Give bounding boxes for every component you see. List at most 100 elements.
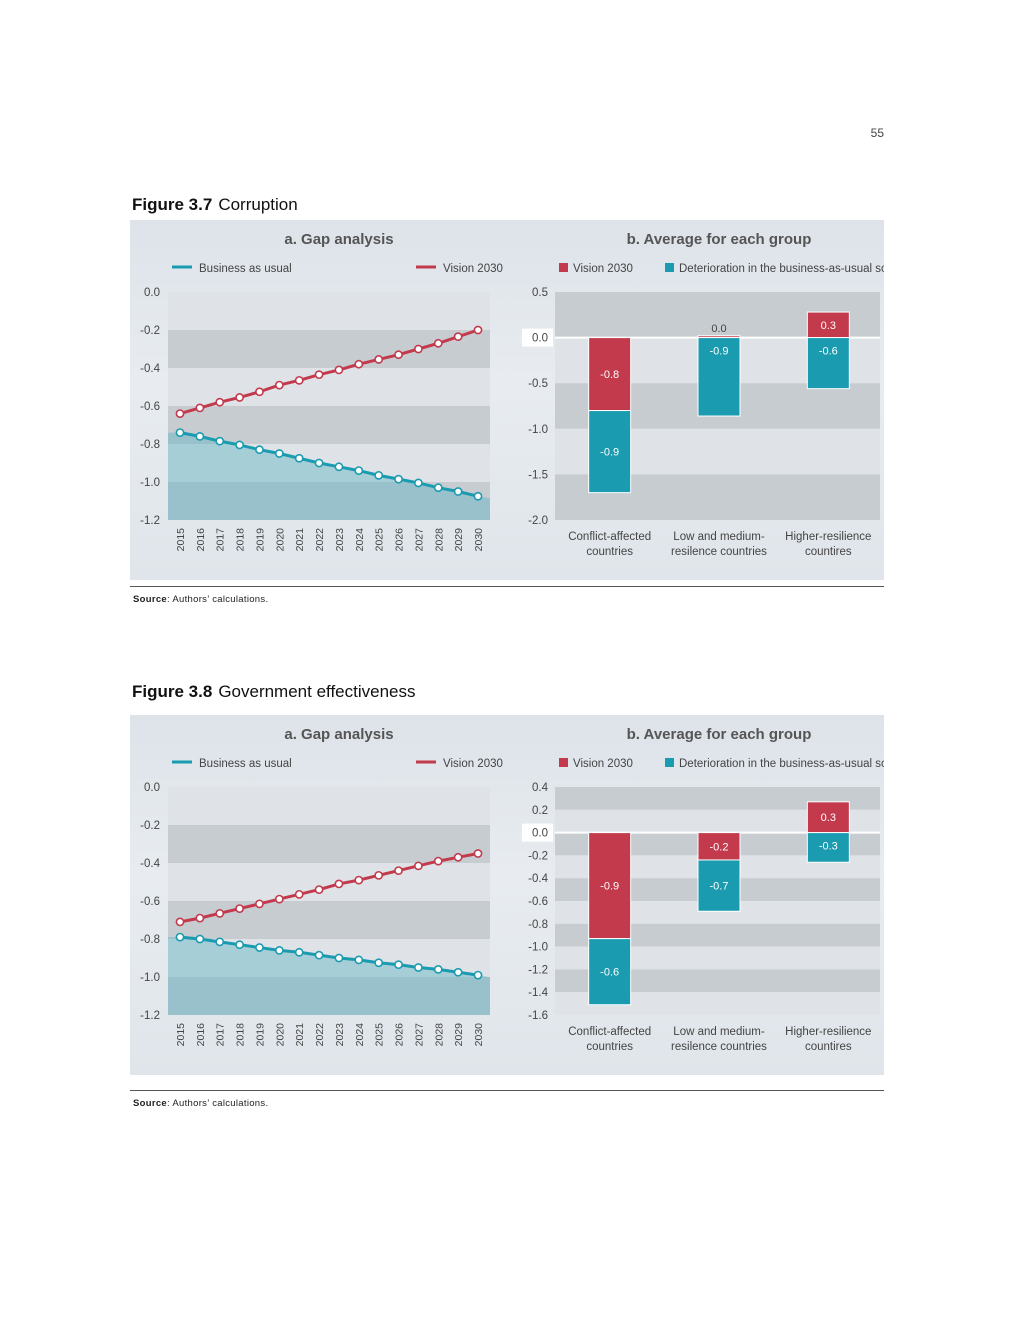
- vision-2030-point: [274, 894, 284, 904]
- y-tick-label: 0.0: [532, 828, 548, 840]
- plot-band: [555, 946, 880, 970]
- category-label: Low and medium-: [673, 1026, 765, 1038]
- vision-2030-point: [334, 365, 344, 375]
- bar-value-label: 0.0: [711, 323, 726, 335]
- vision-2030-point: [215, 908, 225, 918]
- x-tick-label: 2019: [254, 1023, 266, 1047]
- business-as-usual-point: [274, 945, 284, 955]
- x-tick-label: 2015: [175, 1023, 187, 1047]
- plot-band: [168, 406, 490, 444]
- bar-deterioration: [697, 337, 741, 417]
- bar-deterioration: [588, 410, 632, 494]
- y-tick-label: -0.4: [528, 873, 548, 885]
- x-tick-label: 2017: [215, 1023, 227, 1047]
- y-tick-label: -0.6: [140, 401, 160, 413]
- category-label: countries: [586, 1041, 633, 1053]
- y-tick-label: -1.2: [528, 964, 548, 976]
- source-text: : Authors’ calculations.: [167, 1098, 269, 1109]
- x-tick-label: 2030: [473, 1023, 485, 1047]
- x-tick-label: 2021: [294, 528, 306, 552]
- figure-title: Figure 3.7 Corruption: [132, 195, 298, 215]
- plot-band: [555, 787, 880, 810]
- figure-number: Figure 3.8: [132, 682, 213, 701]
- vision-2030-point: [274, 380, 284, 390]
- bar-value-label: 0.3: [821, 320, 836, 332]
- x-tick-label: 2027: [413, 1023, 425, 1047]
- business-as-usual-point: [433, 964, 443, 974]
- y-tick-label: -0.8: [140, 439, 160, 451]
- vision-2030-line: [179, 328, 479, 416]
- plot-band: [555, 923, 880, 947]
- legend-label: Deterioration in the business-as-usual s…: [679, 758, 884, 770]
- plot-band: [168, 977, 490, 1015]
- plot-band: [555, 969, 880, 993]
- x-tick-label: 2016: [195, 1023, 207, 1047]
- y-tick-label: -1.5: [528, 469, 548, 481]
- business-as-usual-point: [453, 967, 463, 977]
- plot-band: [555, 992, 880, 1015]
- vision-2030-point: [195, 403, 205, 413]
- bar-vision-2030: [588, 337, 632, 412]
- business-as-usual-point: [374, 470, 384, 480]
- bar-deterioration: [806, 832, 850, 863]
- source-note: Source: Authors’ calculations.: [133, 594, 268, 605]
- legend-swatch-vision-2030: [559, 263, 568, 272]
- vision-2030-point: [334, 879, 344, 889]
- figure-rule: [130, 1090, 884, 1091]
- vision-2030-point: [394, 866, 403, 875]
- bar-vision-2030: [806, 801, 850, 834]
- zero-tick-box: [522, 328, 553, 347]
- y-tick-label: 0.4: [532, 782, 549, 794]
- x-tick-label: 2016: [195, 528, 207, 552]
- business-as-usual-point: [195, 934, 205, 944]
- y-tick-label: -1.6: [528, 1010, 548, 1022]
- x-tick-label: 2025: [374, 528, 386, 552]
- legend-swatch-deterioration: [665, 758, 674, 767]
- chart-title: a. Gap analysis: [284, 231, 393, 248]
- business-as-usual-point: [314, 458, 324, 468]
- x-tick-label: 2029: [453, 528, 465, 552]
- figure-panel: a. Gap analysis Business as usual Vision 2…: [130, 715, 884, 1075]
- vision-2030-point: [413, 861, 423, 871]
- business-as-usual-point: [473, 491, 483, 501]
- bar-value-label: -0.9: [600, 447, 619, 459]
- y-tick-label: -0.4: [140, 363, 160, 375]
- plot-band: [168, 444, 490, 482]
- y-tick-label: 0.0: [144, 782, 160, 794]
- vision-2030-point: [374, 355, 384, 364]
- figure-rule: [130, 586, 884, 587]
- bar-value-label: -0.8: [600, 369, 619, 381]
- x-tick-label: 2021: [294, 1023, 306, 1047]
- business-as-usual-point: [354, 955, 364, 965]
- y-tick-label: -0.2: [140, 325, 160, 337]
- vision-2030-point: [235, 904, 244, 913]
- business-as-usual-point: [215, 436, 225, 446]
- vision-2030-point: [195, 913, 205, 923]
- x-tick-label: 2015: [175, 528, 187, 552]
- category-label: countries: [586, 546, 633, 558]
- vision-2030-point: [255, 899, 264, 909]
- business-as-usual-point: [175, 932, 185, 942]
- y-tick-label: 0.0: [144, 287, 160, 299]
- business-as-usual-point: [334, 462, 344, 472]
- business-as-usual-point: [413, 963, 423, 972]
- category-label: resilence countries: [671, 1041, 767, 1053]
- figure-panel: a. Gap analysis Business as usual Vision 2…: [130, 220, 884, 580]
- legend-swatch-vision-2030: [559, 758, 568, 767]
- vision-2030-point: [294, 375, 304, 385]
- bar-value-label: -0.3: [819, 841, 838, 853]
- business-as-usual-point: [314, 950, 324, 960]
- business-as-usual-point: [215, 937, 225, 947]
- legend-label: Vision 2030: [573, 758, 633, 770]
- x-tick-label: 2017: [215, 528, 227, 552]
- business-as-usual-point: [195, 431, 205, 441]
- x-tick-label: 2030: [473, 528, 485, 552]
- y-tick-label: -1.2: [140, 515, 160, 527]
- bar-value-label: 0.3: [821, 812, 836, 824]
- y-tick-label: -1.2: [140, 1010, 160, 1022]
- bar-value-label: -0.2: [710, 841, 729, 853]
- business-as-usual-point: [334, 953, 344, 963]
- x-tick-label: 2018: [235, 1023, 247, 1047]
- business-as-usual-point: [274, 449, 284, 458]
- vision-2030-point: [354, 359, 364, 369]
